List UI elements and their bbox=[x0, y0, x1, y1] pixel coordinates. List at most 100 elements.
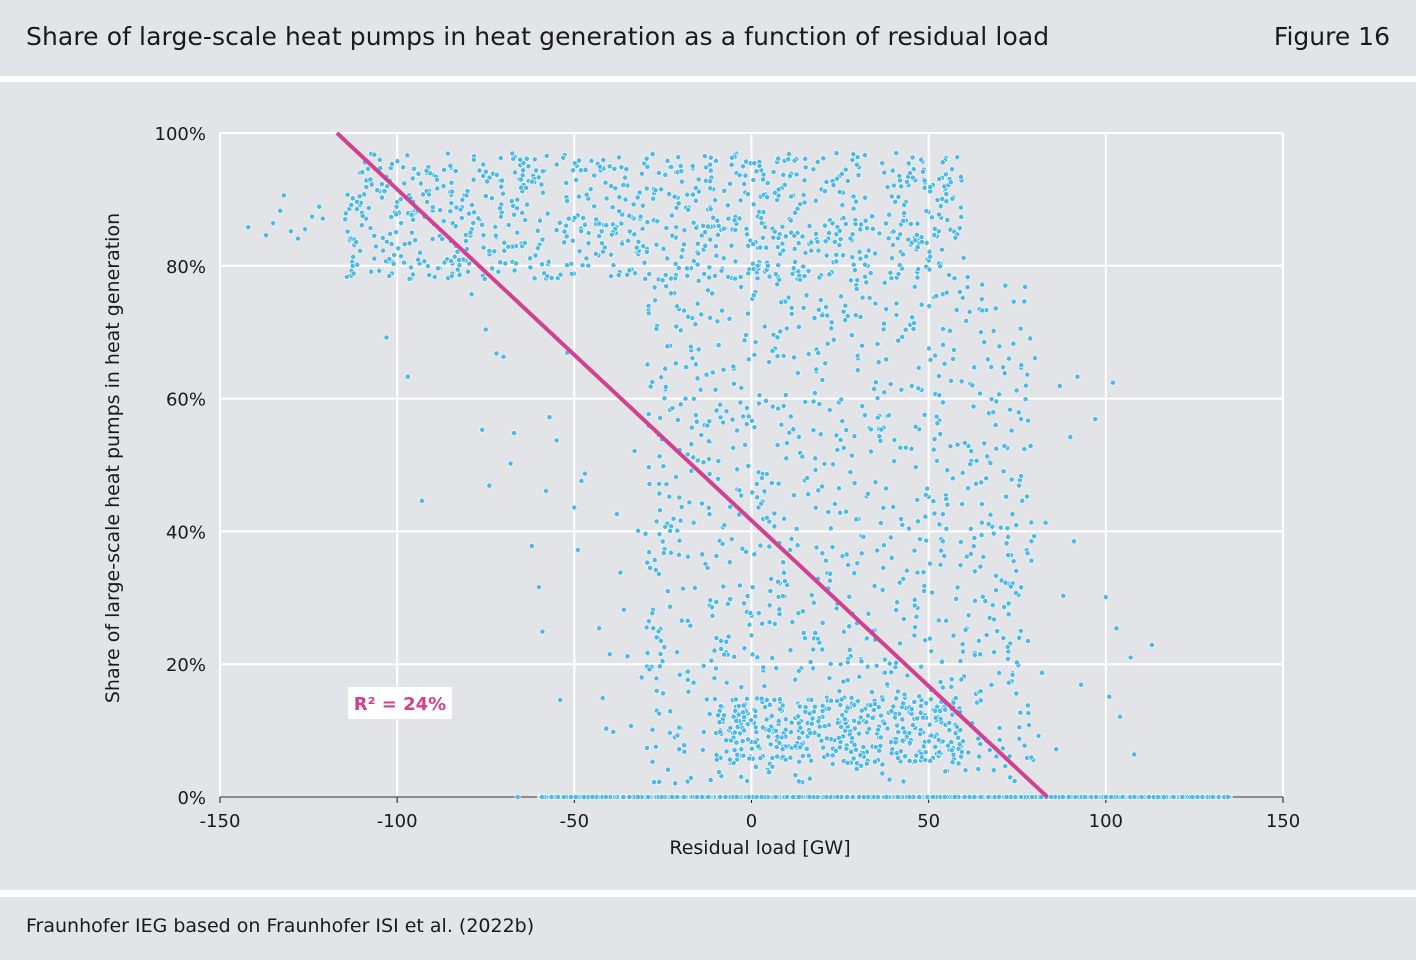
data-point bbox=[810, 398, 817, 405]
data-point bbox=[691, 584, 698, 591]
data-point bbox=[725, 273, 732, 280]
data-point bbox=[876, 433, 883, 440]
data-point bbox=[668, 275, 674, 282]
data-point bbox=[788, 310, 795, 317]
data-point bbox=[681, 227, 688, 234]
data-point bbox=[737, 274, 744, 280]
data-point bbox=[812, 703, 818, 710]
data-point bbox=[958, 753, 964, 760]
data-point bbox=[938, 547, 945, 554]
data-point bbox=[822, 188, 828, 195]
data-point bbox=[815, 350, 822, 356]
data-point bbox=[950, 699, 957, 706]
data-point bbox=[652, 187, 659, 194]
data-point bbox=[939, 159, 946, 166]
data-point bbox=[582, 221, 588, 228]
y-tick-label: 20% bbox=[166, 655, 206, 676]
data-point bbox=[1013, 522, 1020, 529]
data-point bbox=[892, 714, 898, 721]
data-point bbox=[733, 739, 740, 746]
data-point bbox=[380, 247, 386, 254]
data-point bbox=[957, 727, 964, 733]
data-point bbox=[862, 194, 869, 201]
data-point bbox=[703, 371, 710, 378]
data-point bbox=[666, 730, 673, 736]
data-point bbox=[891, 437, 898, 443]
data-point bbox=[815, 487, 822, 494]
data-point bbox=[775, 405, 782, 412]
data-point bbox=[486, 247, 493, 254]
data-point bbox=[649, 610, 656, 617]
data-point bbox=[806, 775, 813, 782]
data-point bbox=[753, 794, 760, 800]
data-point bbox=[760, 234, 766, 241]
data-point bbox=[713, 158, 719, 164]
data-point bbox=[844, 759, 851, 766]
data-point bbox=[421, 258, 428, 265]
data-point bbox=[758, 695, 765, 702]
data-point bbox=[883, 220, 889, 227]
data-point bbox=[434, 185, 441, 192]
data-point bbox=[738, 284, 745, 290]
data-point bbox=[782, 716, 789, 723]
data-point bbox=[829, 761, 836, 767]
data-point bbox=[826, 675, 833, 682]
data-point bbox=[728, 161, 735, 168]
data-point bbox=[470, 176, 477, 183]
data-point bbox=[971, 794, 978, 800]
data-point bbox=[956, 225, 963, 232]
data-point bbox=[766, 769, 773, 776]
data-point bbox=[1155, 794, 1161, 800]
data-point bbox=[578, 478, 585, 484]
data-point bbox=[758, 215, 765, 222]
data-point bbox=[763, 514, 770, 521]
data-point bbox=[667, 527, 673, 534]
data-point bbox=[537, 217, 543, 224]
data-point bbox=[944, 467, 951, 474]
data-point bbox=[690, 395, 697, 402]
data-point bbox=[845, 562, 852, 568]
data-point bbox=[645, 794, 652, 800]
data-point bbox=[620, 182, 627, 188]
data-point bbox=[749, 651, 756, 658]
data-point bbox=[1024, 493, 1030, 500]
data-point bbox=[645, 411, 652, 418]
data-point bbox=[838, 396, 845, 403]
data-point bbox=[991, 649, 998, 656]
data-point bbox=[927, 635, 933, 642]
data-point bbox=[886, 776, 893, 783]
data-point bbox=[424, 199, 431, 205]
data-point bbox=[911, 547, 918, 554]
data-point bbox=[849, 794, 856, 800]
data-point bbox=[996, 725, 1003, 731]
data-point bbox=[883, 485, 889, 492]
data-point bbox=[921, 411, 928, 418]
data-point bbox=[1082, 794, 1088, 800]
data-point bbox=[774, 244, 781, 250]
data-point bbox=[415, 256, 421, 263]
data-point bbox=[839, 170, 845, 177]
data-point bbox=[626, 228, 633, 235]
data-point bbox=[840, 308, 847, 315]
data-point bbox=[1011, 778, 1018, 784]
data-point bbox=[928, 696, 934, 703]
data-point bbox=[814, 238, 821, 245]
data-point bbox=[709, 369, 716, 376]
data-point bbox=[823, 304, 830, 310]
data-point bbox=[359, 213, 366, 219]
data-point bbox=[993, 587, 999, 594]
data-point bbox=[960, 255, 967, 261]
data-point bbox=[825, 509, 832, 515]
data-point bbox=[1023, 382, 1029, 389]
data-point bbox=[1024, 371, 1031, 378]
data-point bbox=[922, 637, 929, 644]
data-point bbox=[819, 312, 826, 319]
data-point bbox=[463, 192, 470, 199]
x-tick-label: -100 bbox=[377, 811, 418, 832]
data-point bbox=[883, 356, 890, 363]
data-point bbox=[875, 726, 881, 733]
data-point bbox=[855, 698, 861, 705]
data-point bbox=[717, 414, 724, 421]
data-point bbox=[646, 666, 653, 673]
data-point bbox=[898, 516, 904, 522]
